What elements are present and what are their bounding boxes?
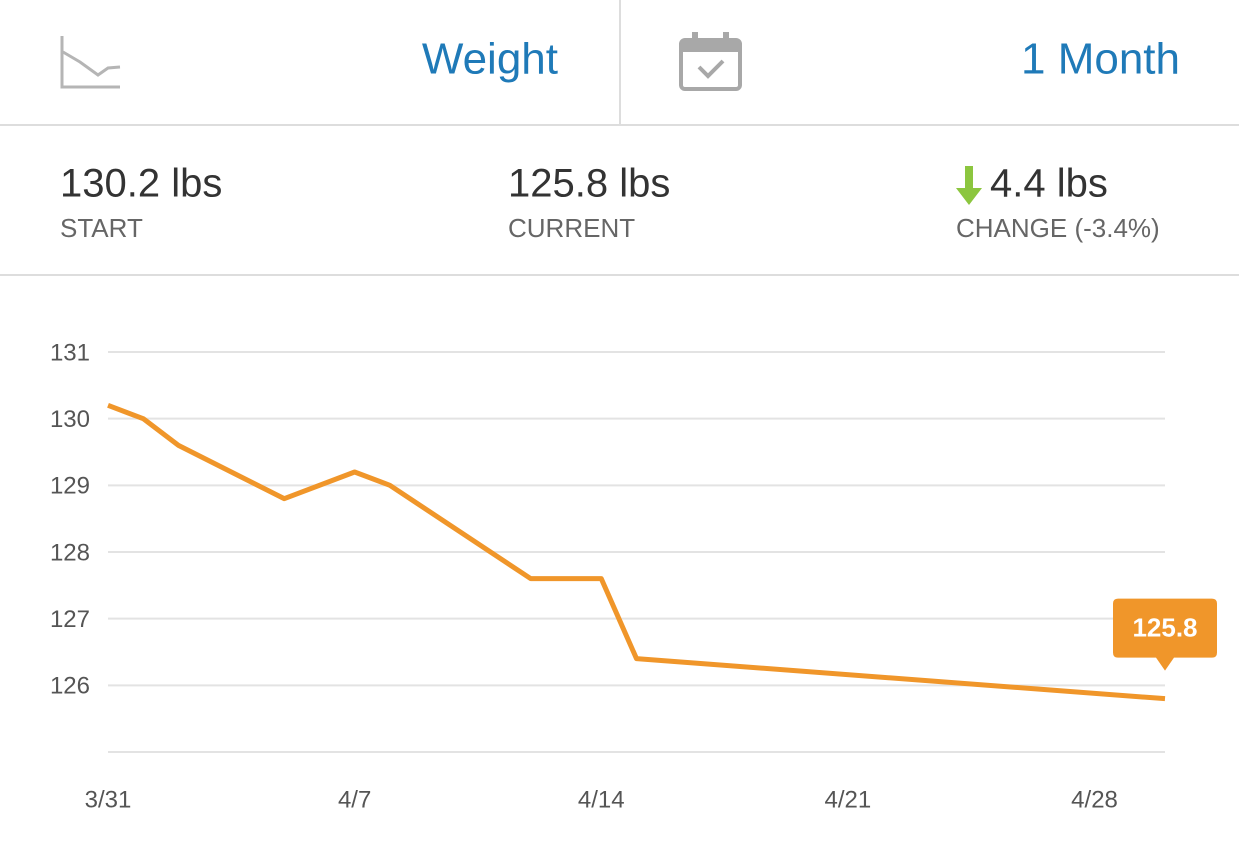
x-tick-label: 4/28	[1071, 786, 1118, 813]
y-tick-label: 126	[50, 673, 90, 700]
metric-selector[interactable]: Weight	[422, 35, 558, 84]
value-callout	[1113, 598, 1217, 671]
x-tick-label: 4/14	[578, 786, 625, 813]
x-tick-label: 4/21	[825, 786, 872, 813]
stat-label: CURRENT	[508, 213, 635, 243]
stat-label: START	[60, 213, 143, 243]
down-arrow	[956, 166, 982, 205]
y-tick-label: 128	[50, 539, 90, 566]
stat-label: CHANGE (-3.4%)	[956, 213, 1160, 243]
x-tick-label: 3/31	[85, 786, 132, 813]
chart-icon[interactable]	[60, 36, 121, 89]
callout-label: 125.8	[1132, 613, 1197, 643]
x-tick-label: 4/7	[338, 786, 371, 813]
y-tick-label: 131	[50, 339, 90, 366]
stat-value: 4.4 lbs	[990, 162, 1108, 206]
y-tick-label: 130	[50, 406, 90, 433]
calendar-icon[interactable]	[679, 32, 742, 91]
stat-value: 130.2 lbs	[60, 162, 222, 206]
y-tick-label: 129	[50, 473, 90, 500]
data-line	[107, 402, 1166, 702]
y-tick-label: 127	[50, 606, 90, 633]
stat-value: 125.8 lbs	[508, 162, 670, 206]
period-selector[interactable]: 1 Month	[1021, 35, 1180, 84]
